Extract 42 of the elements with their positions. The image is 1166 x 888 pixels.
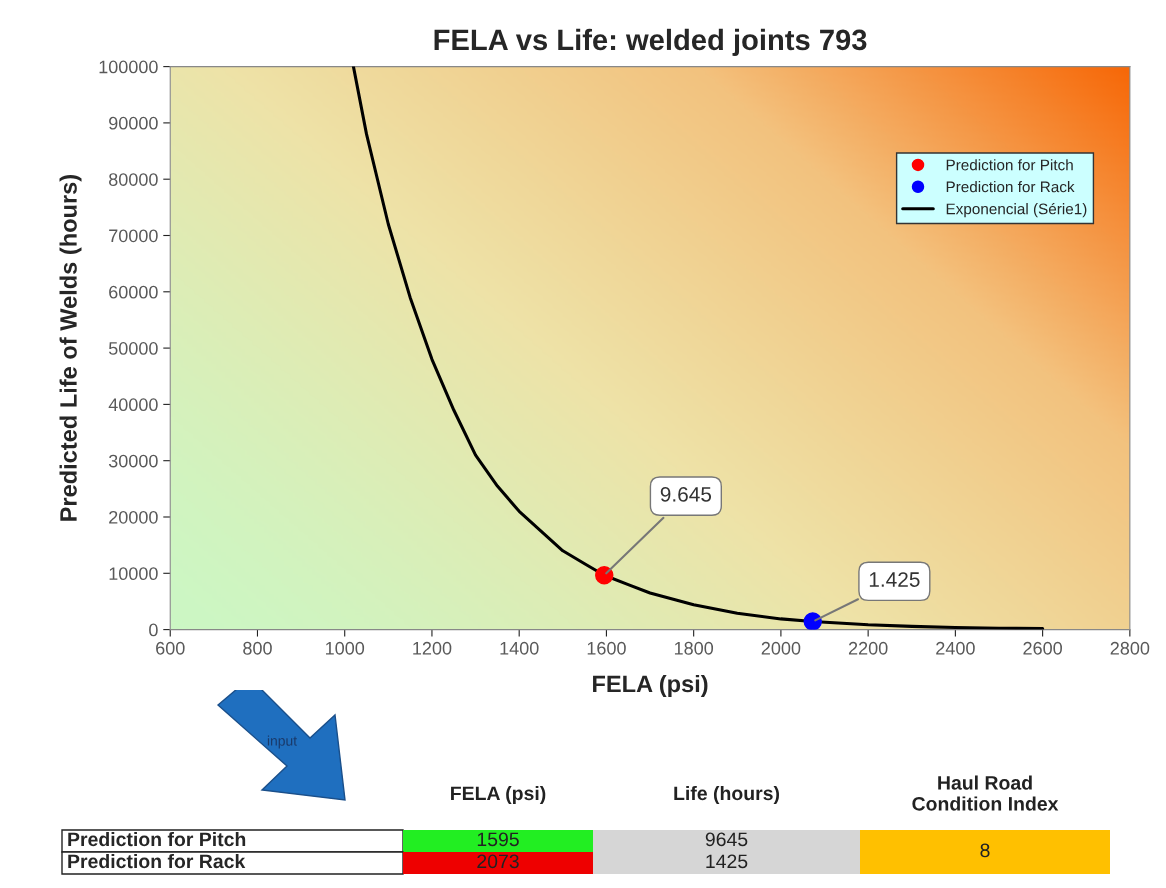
annotation: 1.425 xyxy=(869,572,920,587)
chart-title: FELA vs Life: welded joints 793 xyxy=(434,28,867,56)
x-tick-label: 1000 xyxy=(326,641,365,655)
x-tick-label: 1600 xyxy=(587,641,626,655)
y-tick-label: 0 xyxy=(149,623,158,637)
x-tick-label: 1800 xyxy=(674,641,714,655)
x-tick-label: 600 xyxy=(156,641,185,655)
y-tick-label: 20000 xyxy=(109,510,158,524)
text: 1425 xyxy=(706,854,748,869)
text: 2073 xyxy=(477,854,519,869)
y-tick-label: 30000 xyxy=(108,454,158,468)
text: Haul Road Condition Index xyxy=(912,775,1059,811)
x-tick-label: 2400 xyxy=(936,641,975,655)
text: FELA (psi) xyxy=(451,785,546,805)
x-axis-title: FELA (psi) xyxy=(593,674,708,697)
y-tick-label: 70000 xyxy=(109,229,158,243)
text: input xyxy=(267,735,297,749)
x-tick-label: 1400 xyxy=(500,641,539,655)
y-tick-label: 40000 xyxy=(108,398,158,412)
y-tick-label: 80000 xyxy=(109,173,158,186)
y-tick-label: 10000 xyxy=(109,567,158,581)
annotation: 9.645 xyxy=(660,486,712,502)
y-tick-label: 90000 xyxy=(109,116,158,130)
x-tick-label: 800 xyxy=(243,641,272,655)
legend-label: Prediction for Rack xyxy=(946,181,1075,193)
text: Prediction for Rack xyxy=(68,853,246,869)
legend-label: Prediction for Pitch xyxy=(946,159,1073,171)
y-tick-label: 60000 xyxy=(109,285,158,299)
text: Prediction for Pitch xyxy=(68,831,246,847)
x-tick-label: 1200 xyxy=(413,641,452,655)
x-tick-label: 2600 xyxy=(1023,641,1062,655)
x-tick-label: 2000 xyxy=(761,641,801,655)
y-tick-label: 50000 xyxy=(108,342,158,355)
y-tick-label: 100000 xyxy=(99,60,158,74)
x-tick-label: 2800 xyxy=(1110,641,1150,655)
x-tick-label: 2200 xyxy=(848,641,888,655)
text: 8 xyxy=(980,843,990,858)
legend-label: Exponencial (Série1) xyxy=(946,202,1087,218)
text: 1595 xyxy=(477,832,519,847)
y-axis-title: Predicted Life of Welds (hours) xyxy=(59,174,82,521)
text: Life (hours) xyxy=(674,785,779,805)
text: 9645 xyxy=(705,832,748,847)
